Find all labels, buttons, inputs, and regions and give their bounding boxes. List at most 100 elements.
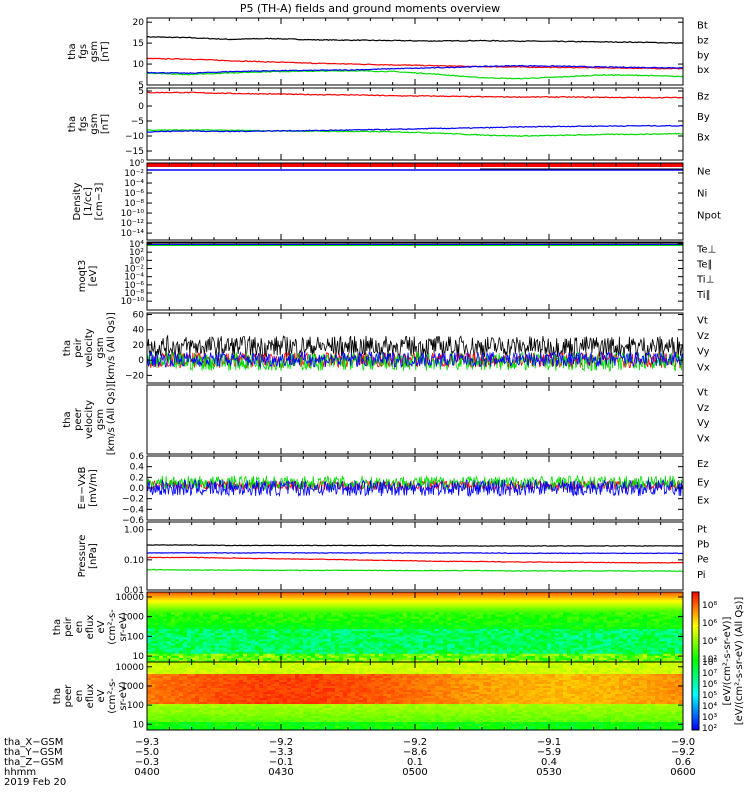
- heatmap-cell: [307, 643, 312, 646]
- heatmap-cell: [359, 649, 364, 653]
- heatmap-cell: [307, 616, 312, 620]
- heatmap-cell: [487, 604, 492, 607]
- heatmap-cell: [163, 604, 168, 607]
- heatmap-cell: [171, 651, 176, 655]
- heatmap-cell: [475, 606, 480, 609]
- heatmap-cell: [571, 606, 576, 609]
- heatmap-cell: [471, 594, 476, 597]
- heatmap-cell: [383, 651, 388, 655]
- heatmap-cell: [151, 633, 156, 636]
- heatmap-cell: [243, 627, 248, 630]
- heatmap-cell: [431, 649, 436, 653]
- heatmap-cell: [579, 600, 584, 603]
- heatmap-cell: [627, 606, 632, 609]
- heatmap-cell: [411, 639, 416, 642]
- heatmap-cell: [395, 596, 400, 599]
- heatmap-cell: [491, 610, 496, 613]
- y-tick-label: 10: [133, 60, 145, 70]
- heatmap-cell: [555, 649, 560, 653]
- y-axis-label: Density: [72, 182, 83, 220]
- heatmap-cell: [643, 602, 648, 605]
- heatmap-cell: [343, 604, 348, 607]
- heatmap-cell: [327, 655, 332, 659]
- legend-Bx: Bx: [697, 133, 710, 144]
- heatmap-cell: [359, 639, 364, 642]
- heatmap-cell: [387, 614, 392, 618]
- heatmap-cell: [551, 594, 556, 597]
- heatmap-cell: [155, 641, 160, 644]
- heatmap-cell: [471, 627, 476, 630]
- heatmap-cell: [195, 604, 200, 607]
- heatmap-cell: [415, 639, 420, 642]
- heatmap-cell: [299, 592, 304, 595]
- heatmap-cell: [195, 598, 200, 601]
- heatmap-cell: [291, 627, 296, 630]
- heatmap-cell: [251, 620, 256, 624]
- heatmap-cell: [231, 600, 236, 603]
- heatmap-cell: [507, 602, 512, 605]
- heatmap-cell: [491, 622, 496, 626]
- heatmap-cell: [275, 624, 280, 628]
- heatmap-cell: [535, 653, 540, 657]
- heatmap-cell: [215, 659, 220, 663]
- heatmap-cell: [187, 606, 192, 609]
- heatmap-cell: [203, 629, 208, 632]
- heatmap-cell: [359, 645, 364, 648]
- heatmap-cell: [515, 618, 520, 622]
- heatmap-cell: [619, 643, 624, 646]
- heatmap-cell: [335, 594, 340, 597]
- heatmap-cell: [571, 631, 576, 634]
- y-tick-label: 15: [133, 39, 144, 49]
- heatmap-cell: [151, 629, 156, 632]
- heatmap-cell: [271, 637, 276, 640]
- heatmap-cell: [171, 604, 176, 607]
- heatmap-cell: [643, 594, 648, 597]
- heatmap-cell: [175, 633, 180, 636]
- heatmap-cell: [215, 637, 220, 640]
- heatmap-cell: [403, 637, 408, 640]
- heatmap-cell: [407, 627, 412, 630]
- heatmap-cell: [371, 606, 376, 609]
- heatmap-cell: [423, 639, 428, 642]
- heatmap-cell: [267, 596, 272, 599]
- heatmap-cell: [647, 624, 652, 628]
- heatmap-cell: [535, 647, 540, 651]
- heatmap-cell: [195, 641, 200, 644]
- heatmap-cell: [179, 612, 184, 616]
- heatmap-cell: [511, 602, 516, 605]
- heatmap-cell: [479, 600, 484, 603]
- heatmap-cell: [287, 622, 292, 626]
- heatmap-cell: [567, 645, 572, 648]
- heatmap-cell: [559, 616, 564, 620]
- heatmap-cell: [575, 629, 580, 632]
- heatmap-cell: [607, 610, 612, 613]
- heatmap-cell: [559, 598, 564, 601]
- heatmap-cell: [639, 635, 644, 638]
- heatmap-cell: [391, 649, 396, 653]
- heatmap-cell: [147, 592, 152, 595]
- heatmap-cell: [511, 598, 516, 601]
- heatmap-cell: [295, 624, 300, 628]
- heatmap-cell: [335, 620, 340, 624]
- heatmap-cell: [287, 645, 292, 648]
- heatmap-cell: [155, 612, 160, 616]
- heatmap-cell: [519, 655, 524, 659]
- heatmap-cell: [607, 616, 612, 620]
- heatmap-cell: [327, 594, 332, 597]
- heatmap-cell: [567, 649, 572, 653]
- heatmap-cell: [447, 639, 452, 642]
- heatmap-cell: [547, 635, 552, 638]
- heatmap-cell: [239, 637, 244, 640]
- heatmap-cell: [531, 635, 536, 638]
- series-By: [147, 128, 684, 138]
- heatmap-cell: [535, 600, 540, 603]
- heatmap-cell: [511, 622, 516, 626]
- heatmap-cell: [407, 600, 412, 603]
- heatmap-cell: [299, 659, 304, 663]
- heatmap-cell: [603, 639, 608, 642]
- heatmap-cell: [243, 647, 248, 651]
- heatmap-cell: [207, 639, 212, 642]
- heatmap-cell: [463, 592, 468, 595]
- heatmap-cell: [563, 637, 568, 640]
